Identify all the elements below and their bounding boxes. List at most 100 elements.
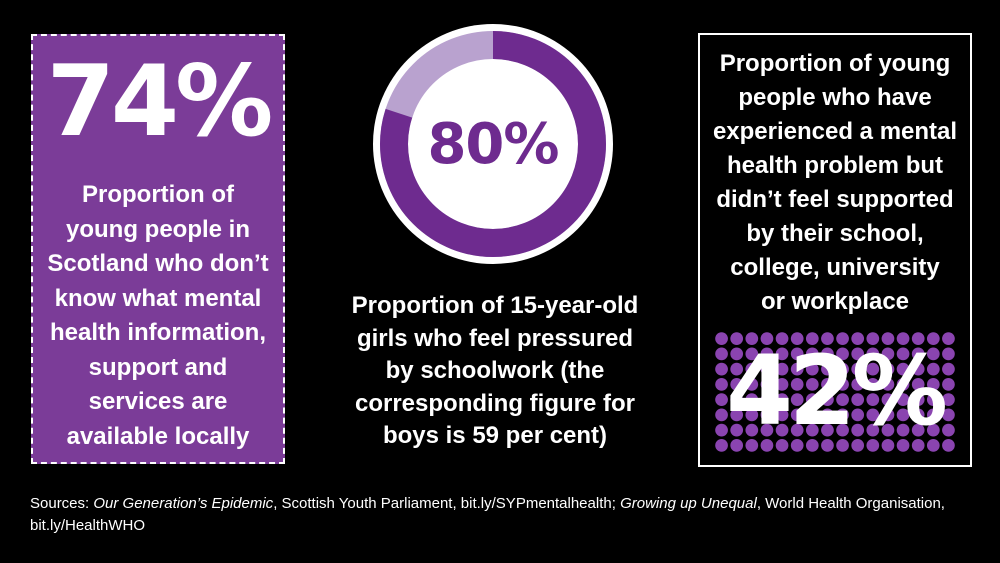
pattern-dot <box>790 378 804 391</box>
pattern-dot <box>775 332 789 345</box>
pattern-dot <box>881 408 895 422</box>
stat-panel-left: 74% Proportion of young people in Scotla… <box>31 34 285 464</box>
pattern-dot <box>851 408 865 422</box>
pattern-dot <box>866 332 880 345</box>
pattern-dot <box>745 332 759 345</box>
pattern-dot <box>775 393 789 406</box>
pattern-dot <box>911 439 925 452</box>
sources-prefix: Sources: <box>30 495 94 512</box>
pattern-dot <box>805 332 819 345</box>
pattern-dot <box>896 439 910 452</box>
pattern-dot <box>851 362 865 376</box>
pattern-dot <box>805 408 819 422</box>
pattern-dot <box>866 347 880 361</box>
pattern-dot <box>896 393 910 406</box>
pattern-dot <box>821 393 834 406</box>
pattern-dot <box>790 347 804 361</box>
pattern-dot <box>911 362 925 376</box>
source-title-2: Growing up Unequal <box>620 495 757 512</box>
pattern-dot <box>730 439 744 452</box>
pattern-dot <box>896 408 910 422</box>
pattern-dot <box>881 332 895 345</box>
pattern-dot <box>911 332 925 345</box>
pattern-dot <box>821 347 834 361</box>
pattern-dot <box>821 408 834 422</box>
pattern-dot <box>760 362 774 376</box>
pattern-dot <box>730 378 744 391</box>
pattern-dot <box>805 423 819 437</box>
pattern-dot <box>760 408 774 422</box>
pattern-dot <box>911 347 925 361</box>
stat-value-right: 42% <box>726 335 948 447</box>
pattern-dot <box>926 423 940 437</box>
pattern-dot <box>730 408 744 422</box>
pattern-dot <box>730 362 744 376</box>
pattern-dot <box>851 347 865 361</box>
pattern-dot <box>926 393 940 406</box>
pattern-dot <box>790 393 804 406</box>
pattern-dot <box>745 408 759 422</box>
pattern-dot <box>896 378 910 391</box>
stat-description-middle: Proportion of 15-year-old girls who feel… <box>351 292 639 449</box>
pattern-dot <box>805 347 819 361</box>
pattern-dot <box>715 332 728 345</box>
pattern-dot <box>790 332 804 345</box>
pattern-dot <box>911 408 925 422</box>
pattern-dot <box>911 423 925 437</box>
pattern-dot <box>866 439 880 452</box>
sources-footnote: Sources: Our Generation’s Epidemic, Scot… <box>30 493 980 537</box>
pattern-dot <box>836 332 849 345</box>
pattern-dot <box>942 332 955 345</box>
pattern-dot <box>942 362 955 376</box>
pattern-dot <box>896 362 910 376</box>
pattern-dot <box>942 408 955 422</box>
pattern-dot <box>926 408 940 422</box>
pattern-dot <box>896 347 910 361</box>
stat-value-middle: 80% <box>427 112 559 177</box>
stat-value-left: 74% <box>46 45 274 159</box>
pattern-dot <box>866 423 880 437</box>
pattern-dot <box>760 378 774 391</box>
pattern-dot <box>730 347 744 361</box>
dot-pattern <box>715 332 955 452</box>
pattern-dot <box>805 378 819 391</box>
pattern-dot <box>836 347 849 361</box>
pattern-dot <box>745 362 759 376</box>
pattern-dot <box>926 439 940 452</box>
source-text-2: , World Health Organisation, bit.ly/Heal… <box>30 495 945 534</box>
pattern-dot <box>715 408 728 422</box>
pattern-dot <box>926 378 940 391</box>
pattern-dot <box>866 362 880 376</box>
pattern-dot <box>926 362 940 376</box>
pattern-dot <box>881 439 895 452</box>
pattern-dot <box>715 423 728 437</box>
pattern-dot <box>851 332 865 345</box>
pattern-dot <box>942 393 955 406</box>
pattern-dot <box>790 423 804 437</box>
pattern-dot <box>775 423 789 437</box>
pattern-dot <box>775 347 789 361</box>
pattern-dot <box>760 423 774 437</box>
pattern-dot <box>836 439 849 452</box>
pattern-dot <box>836 378 849 391</box>
pattern-dot <box>745 347 759 361</box>
pattern-dot <box>942 378 955 391</box>
pattern-dot <box>760 439 774 452</box>
pattern-dot <box>730 393 744 406</box>
pattern-dot <box>866 393 880 406</box>
pattern-dot <box>881 393 895 406</box>
pattern-dot <box>866 408 880 422</box>
pattern-dot <box>942 439 955 452</box>
pattern-dot <box>836 362 849 376</box>
source-text-1: , Scottish Youth Parliament, bit.ly/SYPm… <box>273 495 621 512</box>
pattern-dot <box>821 439 834 452</box>
stat-description-left: Proportion of young people in Scotland w… <box>47 181 269 450</box>
pattern-dot <box>775 378 789 391</box>
pattern-dot <box>851 423 865 437</box>
pattern-dot <box>821 332 834 345</box>
pattern-dot <box>866 378 880 391</box>
pattern-dot <box>851 393 865 406</box>
pattern-dot <box>926 332 940 345</box>
pattern-dot <box>836 393 849 406</box>
pattern-dot <box>821 378 834 391</box>
